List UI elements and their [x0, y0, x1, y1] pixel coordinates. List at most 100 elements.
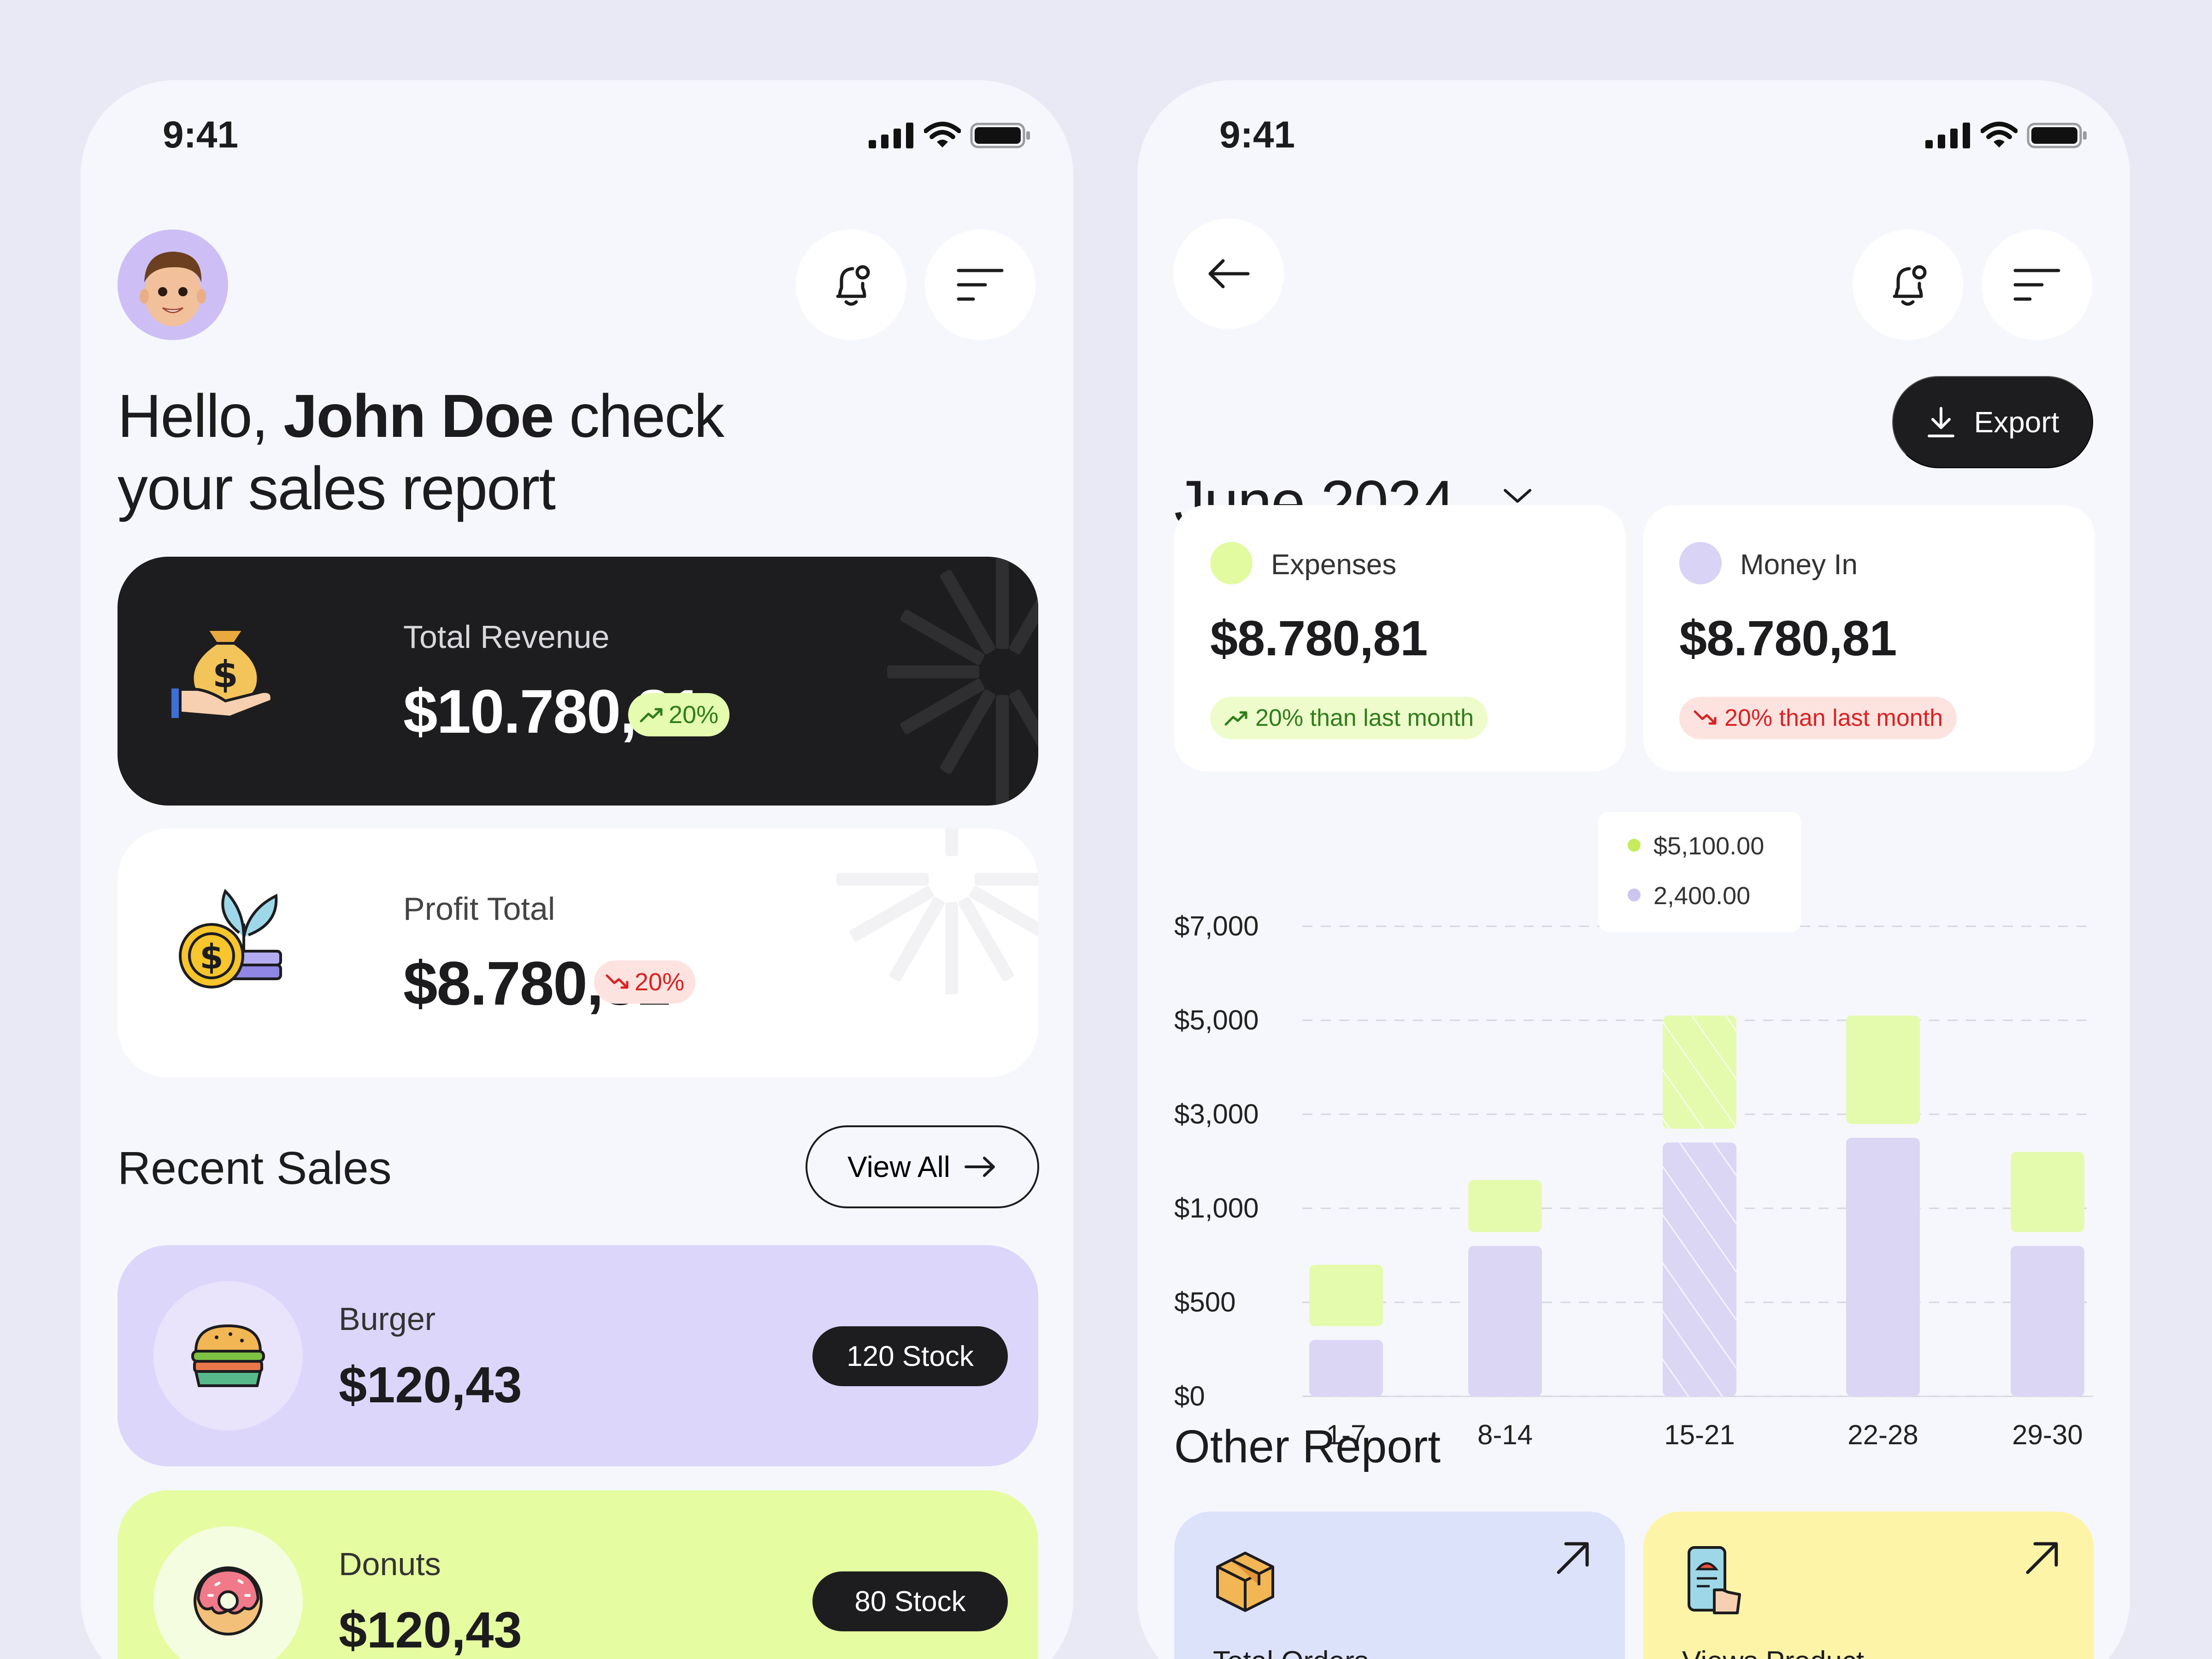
- avatar[interactable]: [118, 229, 228, 340]
- x-tick-label: 1-7: [1326, 1419, 1366, 1450]
- battery-icon: [970, 123, 1030, 148]
- sale-icon-wrap: [153, 1281, 303, 1430]
- arrow-up-right-icon[interactable]: [2021, 1537, 2063, 1579]
- stock-badge: 120 Stock: [812, 1326, 1008, 1386]
- coin-plant-icon: $: [179, 888, 282, 988]
- profit-change-value: 20%: [635, 968, 685, 996]
- arrow-up-right-icon[interactable]: [1552, 1537, 1594, 1579]
- tooltip-value: $5,100.00: [1653, 832, 1764, 860]
- trend-down-icon: [1694, 710, 1717, 725]
- money-in-change-badge: 20% than last month: [1679, 697, 1957, 739]
- expenses-change-text: 20% than last month: [1255, 705, 1474, 731]
- sale-item-name: Burger: [339, 1301, 436, 1337]
- burst-decoration-icon: [836, 829, 1038, 994]
- bell-icon: [836, 265, 870, 306]
- expenses-change-badge: 20% than last month: [1210, 697, 1488, 739]
- expenses-card[interactable]: Expenses $8.780,81 20% than last month: [1174, 505, 1626, 771]
- profit-total-label: Profit Total: [403, 891, 555, 927]
- sale-item-price: $120,43: [339, 1602, 522, 1659]
- donut-icon: [194, 1566, 263, 1635]
- greeting-user-name: John Doe: [283, 382, 554, 450]
- chart-bar-lower: [1309, 1340, 1383, 1396]
- revenue-change-value: 20%: [669, 701, 719, 729]
- greeting-heading: Hello, John Doe check your sales report: [118, 380, 809, 524]
- x-tick-label: 15-21: [1664, 1419, 1735, 1450]
- chevron-down-icon[interactable]: [1501, 486, 1534, 506]
- chart-bar-lower: [1846, 1138, 1920, 1396]
- report-card-views-product[interactable]: Views Product: [1643, 1512, 2094, 1659]
- export-label: Export: [1974, 406, 2059, 439]
- arrow-right-icon: [964, 1157, 995, 1177]
- arrow-left-icon: [1208, 259, 1250, 288]
- x-tick-label: 8-14: [1477, 1419, 1533, 1450]
- chart-bar-upper: [1846, 1015, 1920, 1124]
- trend-down-icon: [606, 974, 629, 989]
- tooltip-dot: [1628, 839, 1641, 852]
- total-revenue-label: Total Revenue: [403, 619, 610, 655]
- greeting-line2: your sales report: [118, 454, 556, 522]
- sale-item-donuts[interactable]: Donuts $120,43 80 Stock: [118, 1490, 1038, 1659]
- tooltip-dot: [1628, 888, 1641, 901]
- sale-icon-wrap: [153, 1526, 303, 1659]
- money-in-value: $8.780,81: [1679, 610, 1897, 666]
- memoji-avatar-icon: [140, 252, 206, 326]
- back-button[interactable]: [1173, 218, 1284, 329]
- money-in-change-text: 20% than last month: [1724, 705, 1943, 731]
- sale-item-price: $120,43: [339, 1357, 522, 1413]
- battery-icon: [2027, 123, 2087, 148]
- chart-bar-hatch: [1663, 1142, 1736, 1396]
- export-button[interactable]: Export: [1892, 376, 2093, 468]
- chart-tooltip-box: [1598, 812, 1801, 932]
- menu-button[interactable]: [1982, 229, 2092, 340]
- y-tick-label: $5,000: [1174, 1005, 1259, 1035]
- report-card-total-orders[interactable]: Total Orders: [1174, 1512, 1625, 1659]
- revenue-change-badge: 20%: [628, 693, 730, 736]
- burst-decoration-icon: [887, 557, 1038, 806]
- download-icon: [1927, 407, 1954, 437]
- bell-icon: [1893, 265, 1927, 306]
- cellular-signal-icon: [869, 123, 913, 148]
- menu-button[interactable]: [925, 229, 1035, 340]
- chart-bar-upper: [1309, 1265, 1383, 1326]
- trend-up-icon: [1224, 711, 1247, 726]
- y-tick-label: $7,000: [1174, 911, 1259, 941]
- recent-sales-title: Recent Sales: [118, 1142, 392, 1194]
- svg-text:$: $: [212, 653, 238, 696]
- cellular-signal-icon: [1925, 123, 1970, 148]
- status-time: 9:41: [163, 114, 239, 156]
- trend-up-icon: [640, 708, 663, 723]
- chart-bar-lower: [1468, 1246, 1542, 1396]
- chart-bar-upper: [1468, 1180, 1542, 1232]
- y-tick-label: $500: [1174, 1287, 1235, 1318]
- menu-lines-icon: [957, 269, 1004, 301]
- y-tick-label: $0: [1174, 1381, 1205, 1412]
- status-icons: [869, 122, 1031, 149]
- menu-lines-icon: [2013, 269, 2060, 301]
- expenses-value: $8.780,81: [1210, 610, 1428, 666]
- stock-badge: 80 Stock: [812, 1571, 1008, 1631]
- profit-change-badge: 20%: [594, 960, 696, 1004]
- notification-button[interactable]: [796, 229, 906, 340]
- sale-item-burger[interactable]: Burger $120,43 120 Stock: [118, 1245, 1038, 1466]
- status-icons: [1925, 122, 2088, 149]
- tooltip-value: 2,400.00: [1653, 882, 1750, 910]
- expenses-label: Expenses: [1271, 549, 1397, 581]
- money-in-card[interactable]: Money In $8.780,81 20% than last month: [1643, 505, 2095, 771]
- greeting-hello: Hello,: [118, 382, 284, 450]
- phone-tap-icon: [1688, 1546, 1741, 1614]
- money-in-legend-dot: [1679, 542, 1722, 584]
- profit-total-card[interactable]: $ Profit Total $8.780,81 20%: [118, 829, 1038, 1077]
- report-card-label: Views Product: [1682, 1645, 1864, 1659]
- report-card-label: Total Orders: [1213, 1645, 1369, 1659]
- total-revenue-card[interactable]: $ Total Revenue $10.780,81 20%: [118, 557, 1038, 806]
- chart-bar-upper: [2011, 1152, 2084, 1232]
- notification-button[interactable]: [1853, 229, 1963, 340]
- package-box-icon: [1216, 1552, 1274, 1612]
- wifi-icon: [924, 122, 961, 147]
- status-time: 9:41: [1219, 114, 1295, 156]
- view-all-button[interactable]: View All: [806, 1125, 1039, 1208]
- chart-bar-lower: [2011, 1246, 2084, 1396]
- sales-report-screen: 9:41: [1137, 80, 2130, 1659]
- burger-icon: [191, 1324, 265, 1387]
- other-report-title: Other Report: [1174, 1421, 1441, 1472]
